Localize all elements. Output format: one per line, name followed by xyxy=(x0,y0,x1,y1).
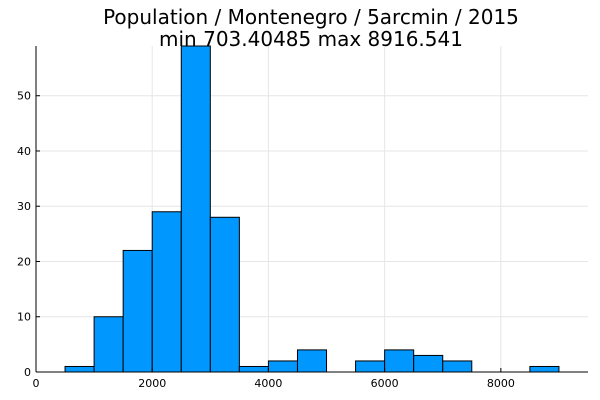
histogram-bar xyxy=(209,216,240,373)
histogram-bar xyxy=(529,365,560,373)
histogram-bar xyxy=(442,360,473,373)
histogram-bar xyxy=(151,211,182,373)
x-tick-label: 8000 xyxy=(487,377,515,390)
y-tick-labels: 0 10 20 30 40 50 xyxy=(17,90,31,379)
y-tick-label: 0 xyxy=(24,366,31,379)
histogram-bar xyxy=(238,365,269,373)
y-tick-label: 40 xyxy=(17,145,31,158)
axes xyxy=(35,46,588,373)
y-tick-label: 30 xyxy=(17,200,31,213)
histogram-bar xyxy=(64,365,95,373)
x-tick-label: 4000 xyxy=(254,377,282,390)
chart-title: Population / Montenegro / 5arcmin / 2015 xyxy=(103,5,519,29)
histogram-bar xyxy=(122,249,153,373)
histogram-bar xyxy=(267,360,298,373)
x-tick-label: 0 xyxy=(33,377,40,390)
histogram-bar xyxy=(180,45,211,373)
x-tick-label: 6000 xyxy=(371,377,399,390)
histogram-bar xyxy=(355,360,386,373)
x-tick-label: 2000 xyxy=(138,377,166,390)
histogram-bar xyxy=(93,316,124,373)
y-tick-label: 20 xyxy=(17,255,31,268)
bars xyxy=(64,45,560,373)
y-tick-label: 50 xyxy=(17,90,31,103)
x-tick-labels: 0 2000 4000 6000 8000 xyxy=(33,377,515,390)
histogram-bar xyxy=(296,349,328,373)
y-tick-label: 10 xyxy=(17,311,31,324)
histogram-bar xyxy=(384,349,415,373)
histogram-bar xyxy=(413,354,444,373)
